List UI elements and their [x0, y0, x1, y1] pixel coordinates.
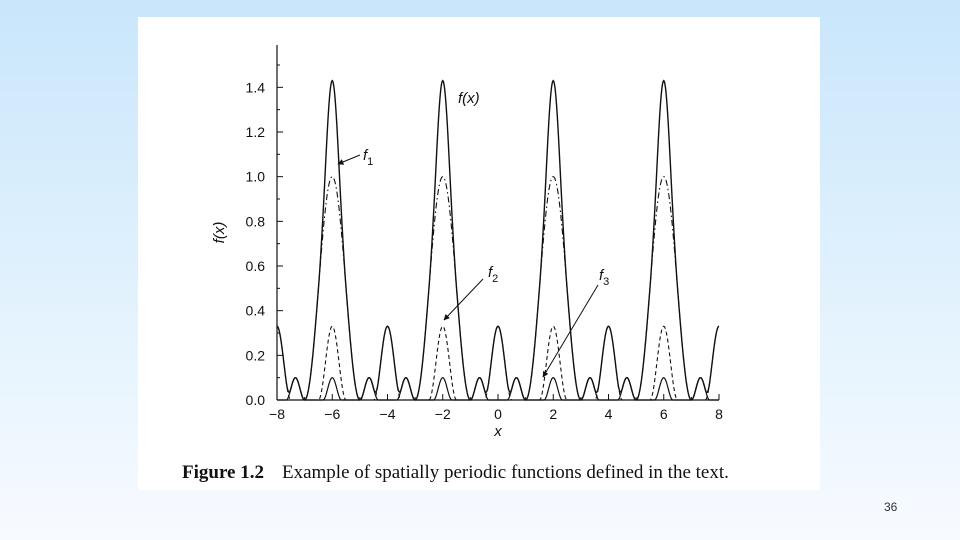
annotation-f2-arrow [443, 278, 484, 321]
chart-axes [276, 45, 720, 401]
x-tick-label: 6 [660, 406, 668, 422]
annotation-f2: f2 [488, 264, 498, 285]
y-tick-label: 1.4 [246, 79, 266, 95]
chart-labels: −8 −6 −4 −2 0 2 4 6 8 0.0 0.2 0.4 0.6 0.8 1.0 1.2 1.4 x f(… [211, 79, 723, 440]
annotation-f1-arrow [337, 154, 361, 165]
x-axis-title: x [493, 423, 502, 440]
y-tick-label: 0.4 [246, 303, 266, 319]
chart: −8 −6 −4 −2 0 2 4 6 8 0.0 0.2 0.4 0.6 0.8 1.0 1.2 1.4 x f(… [211, 45, 723, 440]
figure-caption-number: Figure 1.2 [182, 462, 264, 483]
y-axis-title: f(x) [211, 222, 228, 244]
x-tick-label: −8 [269, 406, 285, 422]
y-tick-label: 0.0 [246, 392, 266, 408]
series-f2-line [276, 325, 720, 401]
figure-caption-text: Example of spatially periodic functions … [281, 462, 729, 483]
annotation-f3-arrow [542, 284, 599, 378]
annotation-f3: f3 [599, 267, 609, 288]
y-tick-label: 0.8 [246, 213, 266, 229]
x-tick-label: −6 [324, 406, 340, 422]
x-tick-label: 2 [549, 406, 557, 422]
series-fx-line [276, 79, 720, 401]
figure-panel: −8 −6 −4 −2 0 2 4 6 8 0.0 0.2 0.4 0.6 0.8 1.0 1.2 1.4 x f(… [138, 17, 820, 490]
page-number: 36 [884, 500, 898, 514]
x-tick-label: 4 [605, 406, 613, 422]
x-tick-label: −2 [435, 406, 451, 422]
series-f1-line [277, 176, 719, 401]
y-tick-label: 0.6 [246, 258, 266, 274]
chart-curves [276, 79, 720, 401]
y-tick-label: 0.2 [246, 347, 266, 363]
x-tick-label: 0 [494, 406, 502, 422]
x-tick-label: −4 [380, 406, 396, 422]
figure-caption: Figure 1.2 Example of spatially periodic … [182, 462, 729, 484]
x-tick-label: 8 [715, 406, 723, 422]
y-tick-label: 1.2 [246, 124, 266, 140]
annotation-f1: f1 [363, 147, 373, 168]
y-tick-label: 1.0 [246, 169, 266, 185]
annotation-fx: f(x) [458, 90, 480, 107]
